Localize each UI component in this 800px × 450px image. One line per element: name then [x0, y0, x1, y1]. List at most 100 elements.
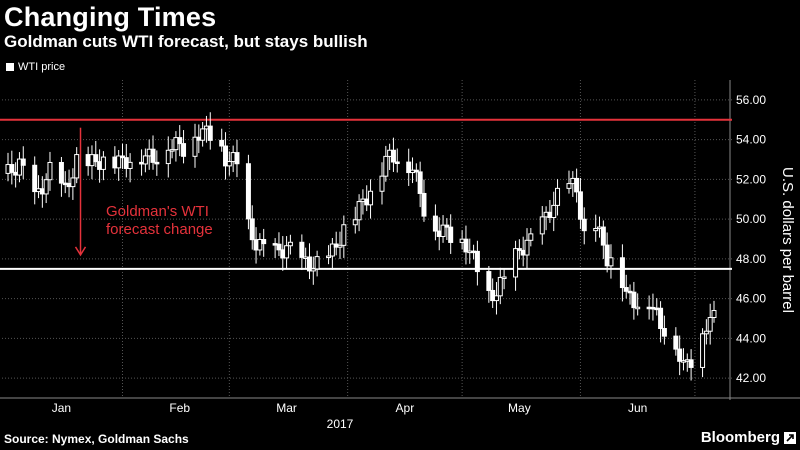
y-tick-label: 42.00 [736, 371, 766, 385]
x-tick-label: Feb [169, 401, 190, 415]
candle-body [192, 136, 198, 157]
y-tick-label: 54.00 [736, 133, 766, 147]
candle-body [306, 256, 312, 272]
candle-body [165, 149, 171, 165]
y-tick-label: 46.00 [736, 292, 766, 306]
candle-body [93, 154, 99, 163]
candle-body [150, 148, 156, 163]
candle-body [368, 190, 374, 206]
candle-body [219, 139, 225, 147]
candle-body [688, 359, 694, 368]
candle-body [181, 143, 187, 157]
candle-body [310, 268, 316, 272]
candle-body [379, 175, 385, 192]
candle-body [329, 243, 335, 257]
candle-body [245, 163, 251, 220]
x-tick-label: May [508, 401, 531, 415]
candle-body [154, 161, 160, 165]
candle-body [299, 241, 305, 258]
candle-body [711, 310, 717, 318]
candle-body [604, 244, 610, 267]
candle-body [555, 187, 561, 206]
candle-body [486, 271, 492, 291]
candle-body [314, 256, 320, 270]
candle-body [169, 149, 175, 152]
x-tick-label: Jan [52, 401, 71, 415]
candle-body [474, 250, 480, 273]
candle-body [47, 161, 53, 181]
candle-body [406, 161, 412, 174]
candle-body [444, 224, 450, 228]
candle-body [623, 287, 629, 292]
candle-body [261, 239, 267, 245]
source-note: Source: Nymex, Goldman Sachs [4, 432, 189, 446]
candle-body [421, 192, 427, 217]
candle-body [352, 219, 358, 226]
candle-body [673, 335, 679, 350]
candle-body [394, 161, 400, 164]
candle-body [513, 248, 519, 278]
candle-body [284, 245, 290, 259]
annotation-label: Goldman's WTI [106, 203, 209, 220]
candle-body [593, 228, 599, 232]
candle-body [43, 179, 49, 195]
candle-body [100, 156, 106, 170]
candle-body [635, 306, 641, 310]
candle-body [341, 224, 347, 246]
candle-body [70, 177, 76, 188]
candle-body [700, 333, 706, 368]
candle-body [207, 125, 213, 141]
y-tick-label: 52.00 [736, 172, 766, 186]
brand-logo: Bloomberg [700, 429, 780, 446]
candle-body [677, 348, 683, 362]
candle-body [32, 164, 38, 193]
candle-body [234, 152, 240, 165]
candle-body [577, 191, 583, 220]
candle-body [177, 137, 183, 145]
candle-body [703, 330, 709, 335]
candle-body [463, 238, 469, 253]
candle-body [58, 161, 64, 184]
candle-body [127, 161, 133, 169]
y-tick-label: 56.00 [736, 93, 766, 107]
candle-body [287, 241, 293, 247]
candle-body [707, 316, 713, 332]
legend-label: WTI price [18, 61, 66, 73]
candle-body [413, 169, 419, 173]
candle-body [432, 215, 438, 232]
y-tick-label: 48.00 [736, 252, 766, 266]
annotation-label: forecast change [106, 221, 213, 238]
candle-body [581, 218, 587, 232]
candle-body [658, 307, 664, 330]
candle-body [356, 201, 362, 221]
candle-body [276, 243, 282, 251]
chart-subtitle: Goldman cuts WTI forecast, but stays bul… [4, 32, 368, 51]
candle-body [119, 155, 125, 159]
candle-body [539, 216, 545, 235]
candle-body [600, 226, 606, 246]
candle-body [497, 276, 503, 297]
candle-body [116, 155, 122, 169]
brand-mark-icon [784, 432, 796, 444]
candle-body [516, 248, 522, 251]
y-tick-label: 44.00 [736, 331, 766, 345]
candle-body [200, 128, 206, 141]
candle-body [574, 177, 580, 193]
x-tick-label: Mar [276, 401, 297, 415]
candle-body [493, 295, 499, 302]
x-axis-title: 2017 [327, 417, 354, 431]
candle-body [142, 155, 148, 165]
candle-body [20, 158, 26, 166]
candle-body [9, 164, 15, 173]
legend: WTI price [6, 61, 65, 73]
candle-body [501, 276, 507, 279]
candle-body [326, 255, 332, 259]
candle-body [16, 158, 22, 176]
candle-body [524, 239, 530, 256]
candle-body [528, 233, 534, 241]
candle-body [631, 291, 637, 309]
x-tick-label: Jun [628, 401, 647, 415]
chart-title: Changing Times [4, 2, 217, 32]
candle-body [440, 224, 446, 237]
candle-body [608, 257, 614, 267]
